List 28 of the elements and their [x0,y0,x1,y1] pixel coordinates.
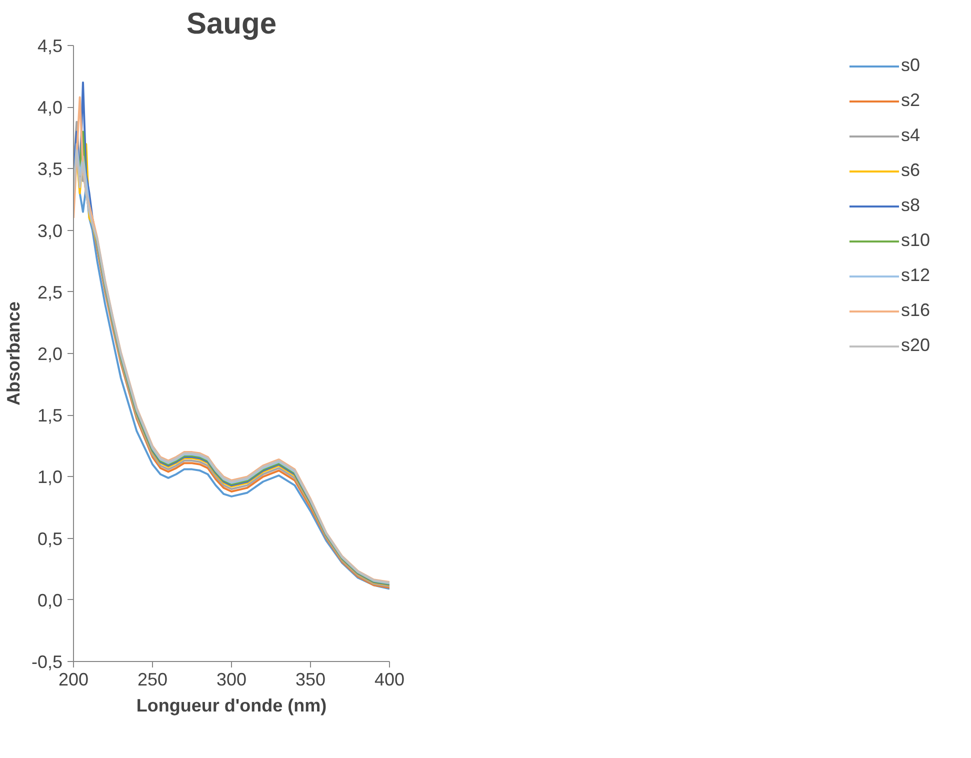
y-axis-title: Absorbance [3,301,24,406]
legend-label: s2 [900,90,921,111]
x-tick-label: 250 [137,670,168,690]
x-tick-label: 350 [295,670,326,690]
legend-label: s12 [900,265,930,286]
y-tick-label: 4,5 [37,36,63,56]
legend-label: s20 [900,335,930,356]
legend-label: s8 [900,195,921,216]
y-tick-label: 0,0 [37,590,63,610]
y-tick-label: 0,5 [37,528,63,549]
x-tick-label: 300 [216,670,247,690]
y-tick-label: 1,0 [37,467,63,488]
y-tick-label: 2,5 [37,282,63,302]
y-tick-label: -0,5 [31,652,63,672]
legend-label: s6 [900,160,921,181]
x-axis-title: Longueur d'onde (nm) [136,696,327,716]
y-tick-label: 3,0 [37,220,63,241]
legend-label: s0 [900,55,921,76]
y-tick-label: 3,5 [37,159,63,180]
legend-label: s16 [900,300,930,321]
legend-label: s10 [900,230,930,251]
y-tick-label: 1,5 [37,406,63,426]
chart-title: Sauge [186,8,277,40]
x-tick-label: 200 [58,670,89,690]
y-tick-label: 2,0 [37,344,63,364]
x-tick-label: 400 [374,670,405,690]
y-tick-label: 4,0 [37,98,63,118]
legend-label: s4 [900,125,921,146]
